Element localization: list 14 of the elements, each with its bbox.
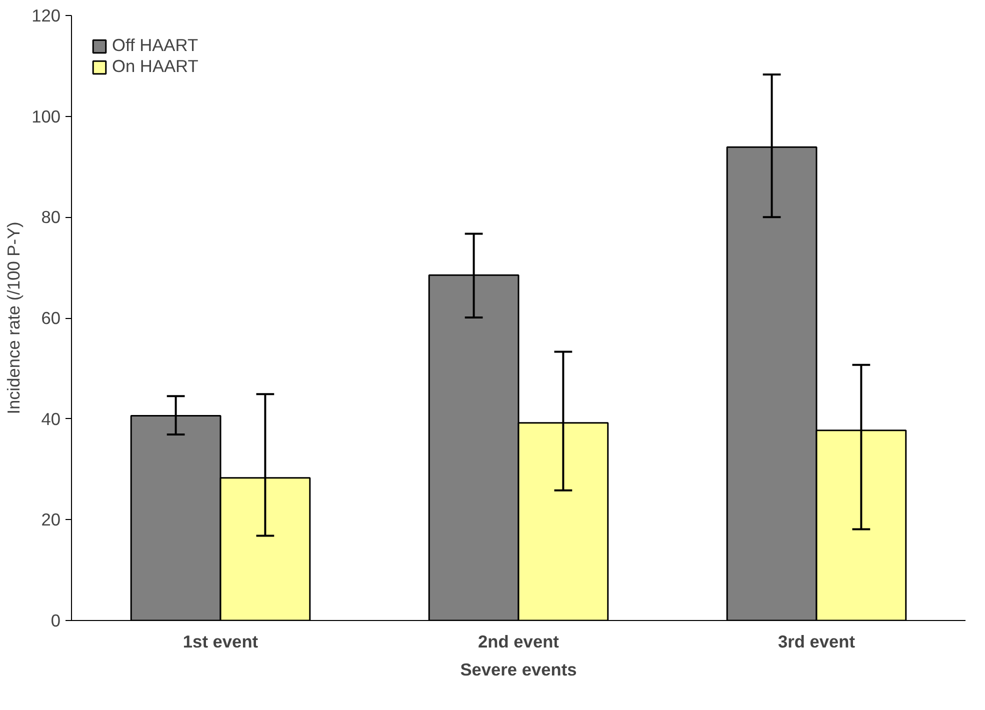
y-axis-title: Incidence rate (/100 P-Y)	[4, 222, 24, 414]
y-tick-label: 40	[41, 408, 61, 429]
legend-label: On HAART	[112, 56, 198, 77]
y-tick-label: 60	[41, 308, 61, 328]
y-tick-label: 100	[32, 106, 61, 126]
legend-label: Off HAART	[112, 35, 198, 56]
y-tick-label: 80	[41, 207, 61, 228]
x-tick-label: 3rd event	[778, 632, 856, 652]
x-tick-label: 2nd event	[478, 632, 560, 652]
y-tick-label: 120	[32, 6, 61, 26]
x-axis-title: Severe events	[460, 660, 577, 680]
x-tick-label: 1st event	[182, 632, 258, 652]
y-tick-label: 0	[50, 610, 61, 630]
y-tick-label: 20	[41, 510, 61, 530]
